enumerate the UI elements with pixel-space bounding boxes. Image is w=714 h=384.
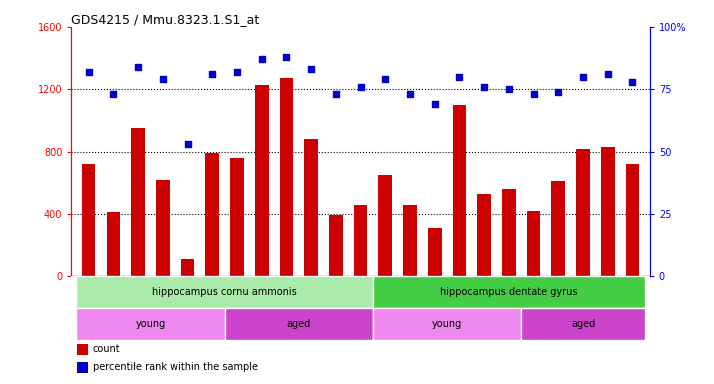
Bar bbox=[502, 189, 516, 276]
Text: GSM297144: GSM297144 bbox=[233, 279, 241, 326]
Bar bbox=[230, 158, 243, 276]
Bar bbox=[304, 139, 318, 276]
Text: GSM297157: GSM297157 bbox=[554, 279, 563, 326]
Point bbox=[355, 84, 366, 90]
Bar bbox=[156, 180, 170, 276]
Text: hippocampus dentate gyrus: hippocampus dentate gyrus bbox=[440, 287, 578, 297]
Point bbox=[528, 91, 539, 98]
Text: aged: aged bbox=[286, 319, 311, 329]
Text: young: young bbox=[432, 319, 462, 329]
Point bbox=[256, 56, 268, 62]
Point bbox=[83, 69, 94, 75]
Text: GSM297158: GSM297158 bbox=[578, 279, 588, 325]
Text: GSM297151: GSM297151 bbox=[406, 279, 415, 325]
Text: GSM297148: GSM297148 bbox=[331, 279, 341, 325]
Text: GSM297141: GSM297141 bbox=[159, 279, 167, 325]
Point bbox=[404, 91, 416, 98]
Point bbox=[231, 69, 243, 75]
Text: GSM297147: GSM297147 bbox=[306, 279, 316, 326]
Point bbox=[281, 54, 292, 60]
Point bbox=[206, 71, 218, 78]
Text: hippocampus cornu ammonis: hippocampus cornu ammonis bbox=[152, 287, 297, 297]
Text: GSM297140: GSM297140 bbox=[134, 279, 143, 326]
Text: GSM297142: GSM297142 bbox=[183, 279, 192, 325]
Point bbox=[429, 101, 441, 107]
Bar bbox=[551, 181, 565, 276]
Text: GSM297143: GSM297143 bbox=[208, 279, 217, 326]
Text: GSM297154: GSM297154 bbox=[480, 279, 488, 326]
Bar bbox=[625, 164, 639, 276]
Text: GSM297153: GSM297153 bbox=[455, 279, 464, 326]
Bar bbox=[206, 153, 219, 276]
Bar bbox=[373, 276, 645, 308]
Point bbox=[627, 79, 638, 85]
Bar bbox=[403, 205, 417, 276]
Text: young: young bbox=[136, 319, 166, 329]
Bar bbox=[76, 308, 225, 340]
Bar bbox=[373, 308, 521, 340]
Bar bbox=[76, 276, 373, 308]
Bar bbox=[428, 228, 441, 276]
Text: aged: aged bbox=[571, 319, 595, 329]
Text: percentile rank within the sample: percentile rank within the sample bbox=[93, 362, 258, 372]
Bar bbox=[478, 194, 491, 276]
Bar bbox=[521, 308, 645, 340]
Bar bbox=[255, 84, 268, 276]
Bar bbox=[106, 212, 120, 276]
Point bbox=[478, 84, 490, 90]
Point bbox=[578, 74, 589, 80]
Point bbox=[306, 66, 317, 73]
Bar bbox=[329, 215, 343, 276]
Bar bbox=[77, 362, 88, 373]
Point bbox=[330, 91, 341, 98]
Bar bbox=[576, 149, 590, 276]
Point bbox=[108, 91, 119, 98]
Bar bbox=[527, 211, 540, 276]
Text: GSM297139: GSM297139 bbox=[109, 279, 118, 326]
Point bbox=[132, 64, 144, 70]
Text: GSM297152: GSM297152 bbox=[431, 279, 439, 325]
Text: GSM297145: GSM297145 bbox=[257, 279, 266, 326]
Bar bbox=[601, 147, 615, 276]
Text: GSM297146: GSM297146 bbox=[282, 279, 291, 326]
Bar bbox=[453, 105, 466, 276]
Bar bbox=[77, 344, 88, 354]
Text: count: count bbox=[93, 344, 121, 354]
Point bbox=[380, 76, 391, 83]
Bar bbox=[225, 308, 373, 340]
Text: GSM297159: GSM297159 bbox=[603, 279, 612, 326]
Text: GSM297160: GSM297160 bbox=[628, 279, 637, 326]
Text: GSM297150: GSM297150 bbox=[381, 279, 390, 326]
Point bbox=[157, 76, 169, 83]
Point bbox=[602, 71, 613, 78]
Text: GSM297156: GSM297156 bbox=[529, 279, 538, 326]
Text: GDS4215 / Mmu.8323.1.S1_at: GDS4215 / Mmu.8323.1.S1_at bbox=[71, 13, 260, 26]
Text: GSM297155: GSM297155 bbox=[504, 279, 513, 326]
Bar bbox=[181, 258, 194, 276]
Bar bbox=[131, 128, 145, 276]
Point bbox=[182, 141, 193, 147]
Bar bbox=[82, 164, 96, 276]
Bar bbox=[378, 175, 392, 276]
Text: GSM297149: GSM297149 bbox=[356, 279, 365, 326]
Text: GSM297138: GSM297138 bbox=[84, 279, 94, 325]
Point bbox=[453, 74, 465, 80]
Bar bbox=[280, 78, 293, 276]
Point bbox=[503, 86, 515, 92]
Bar bbox=[353, 205, 368, 276]
Point bbox=[553, 89, 564, 95]
